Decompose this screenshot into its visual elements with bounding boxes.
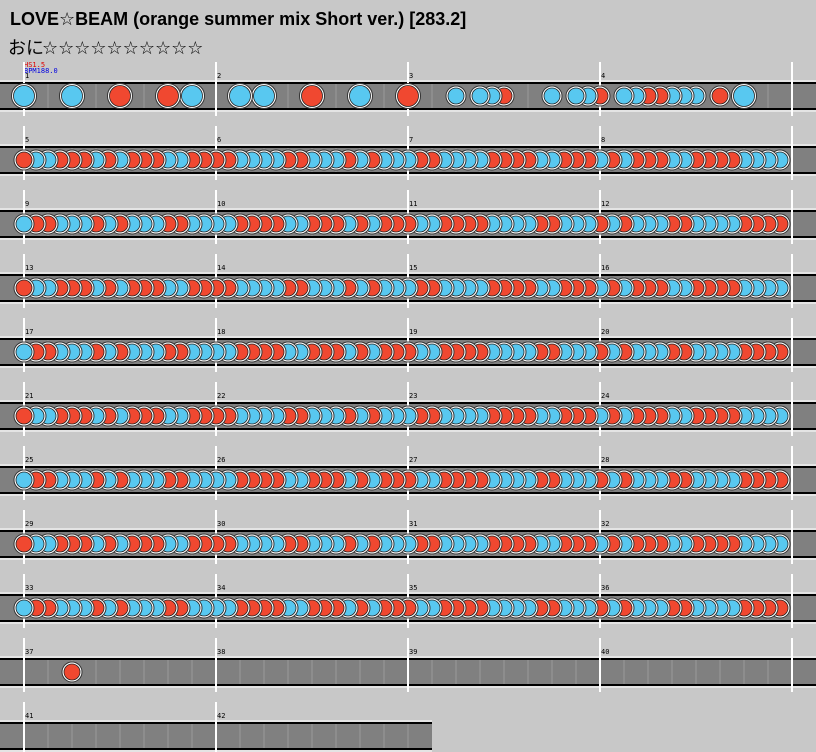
note-face [181,85,203,107]
song-title: LOVE☆BEAM (orange summer mix Short ver.)… [10,9,466,29]
measure-number: 21 [25,392,33,400]
note-face [397,85,419,107]
measure-number: 24 [601,392,609,400]
measure-number: 32 [601,520,609,528]
measure-number: 36 [601,584,609,592]
difficulty-stars: ☆☆☆☆☆☆☆☆☆☆ [42,38,203,59]
measure-number: 28 [601,456,609,464]
measure-number: 1 [25,72,29,80]
note-face [15,279,33,297]
measure-number: 37 [25,648,33,656]
note-face [229,85,251,107]
note-face [15,215,33,233]
note-face [63,663,81,681]
measure-number: 42 [217,712,225,720]
note-face [471,87,489,105]
bpm: BPM188.0 [24,67,58,75]
note-face [301,85,323,107]
measure-number: 29 [25,520,33,528]
measure-number: 17 [25,328,33,336]
measure-number: 26 [217,456,225,464]
scroll-speed: HS1.5 [24,61,45,69]
note-face [15,471,33,489]
note-face [615,87,633,105]
measure-number: 31 [409,520,417,528]
measure-number: 7 [409,136,413,144]
measure-number: 40 [601,648,609,656]
course-name: おに [8,38,44,59]
note-face [543,87,561,105]
measure-number: 30 [217,520,225,528]
note-face [15,535,33,553]
note-face [253,85,275,107]
measure-number: 13 [25,264,33,272]
note-face [711,87,729,105]
measure-number: 5 [25,136,29,144]
measure-number: 11 [409,200,417,208]
measure-number: 4 [601,72,605,80]
measure-number: 6 [217,136,221,144]
note-face [15,151,33,169]
measure-number: 27 [409,456,417,464]
measure-number: 19 [409,328,417,336]
note-face [13,85,35,107]
note-face [349,85,371,107]
note-face [15,599,33,617]
note-face [157,85,179,107]
note-face [447,87,465,105]
measure-number: 9 [25,200,29,208]
measure-number: 41 [25,712,33,720]
measure-number: 12 [601,200,609,208]
measure-number: 25 [25,456,33,464]
measure-number: 2 [217,72,221,80]
note-face [109,85,131,107]
measure-number: 8 [601,136,605,144]
note-face [15,407,33,425]
measure-number: 16 [601,264,609,272]
measure-number: 18 [217,328,225,336]
measure-number: 10 [217,200,225,208]
note-face [15,343,33,361]
measure-number: 20 [601,328,609,336]
measure-number: 3 [409,72,413,80]
measure-number: 38 [217,648,225,656]
measure-number: 35 [409,584,417,592]
measure-number: 33 [25,584,33,592]
note-face [567,87,585,105]
measure-number: 14 [217,264,225,272]
measure-number: 15 [409,264,417,272]
measure-number: 39 [409,648,417,656]
measure-number: 34 [217,584,225,592]
measure-number: 22 [217,392,225,400]
note-face [733,85,755,107]
note-face [61,85,83,107]
measure-number: 23 [409,392,417,400]
